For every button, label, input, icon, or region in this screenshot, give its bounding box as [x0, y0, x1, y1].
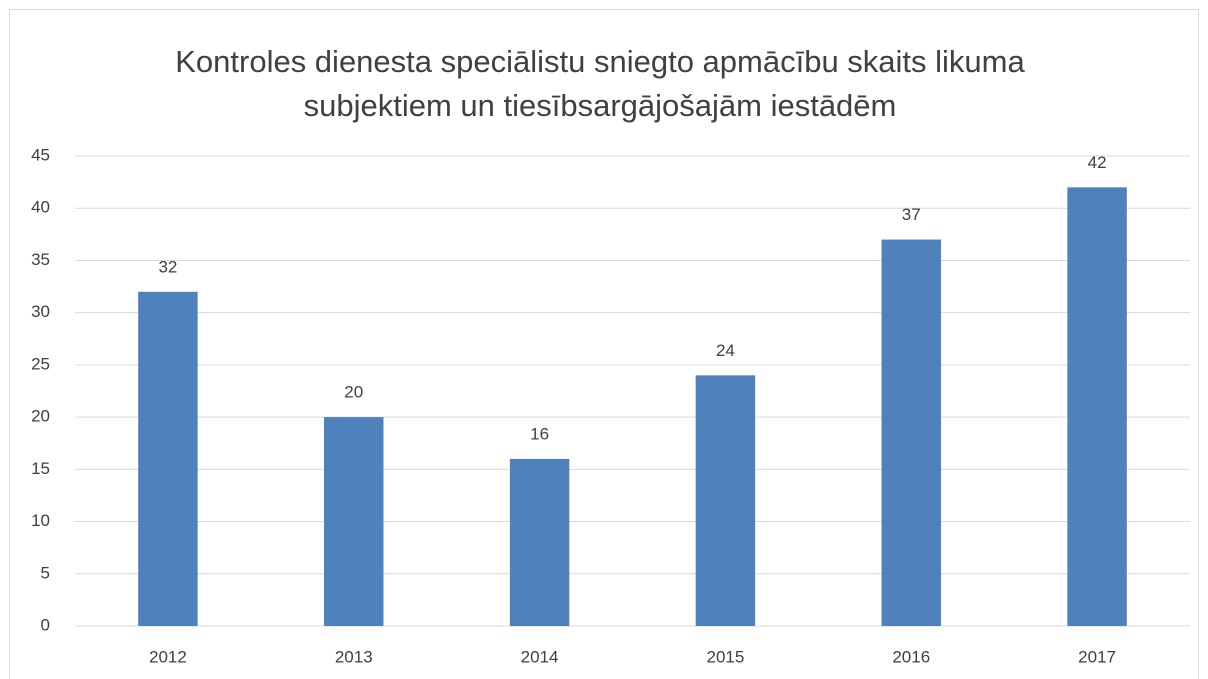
- x-tick-label: 2013: [335, 647, 373, 666]
- y-tick-label: 35: [31, 250, 50, 269]
- bar: [324, 417, 384, 626]
- bar: [1067, 187, 1127, 627]
- x-tick-label: 2015: [707, 647, 745, 666]
- chart-title: Kontroles dienesta speciālistu sniegto a…: [175, 44, 1025, 123]
- x-tick-label: 2012: [149, 647, 187, 666]
- y-tick-label: 25: [31, 354, 50, 373]
- bar: [695, 375, 756, 626]
- x-tick-label: 2016: [892, 647, 930, 666]
- data-label: 42: [1088, 153, 1107, 172]
- data-label: 32: [158, 257, 177, 276]
- data-label: 24: [716, 341, 735, 360]
- y-tick-label: 40: [31, 198, 50, 217]
- bar: [881, 239, 941, 627]
- data-label: 16: [530, 424, 549, 443]
- x-tick-label: 2017: [1078, 647, 1116, 666]
- y-tick-label: 10: [31, 511, 50, 530]
- y-tick-label: 0: [41, 615, 50, 634]
- y-tick-label: 20: [31, 407, 50, 426]
- y-tick-label: 5: [41, 563, 50, 582]
- chart-frame: [9, 9, 1199, 679]
- data-label: 20: [344, 383, 363, 402]
- y-tick-label: 15: [31, 459, 50, 478]
- bar: [138, 291, 198, 626]
- y-tick-label: 45: [31, 145, 50, 164]
- x-tick-label: 2014: [521, 647, 559, 666]
- bar: [509, 458, 570, 626]
- y-tick-label: 30: [31, 302, 50, 321]
- data-label: 37: [902, 205, 921, 224]
